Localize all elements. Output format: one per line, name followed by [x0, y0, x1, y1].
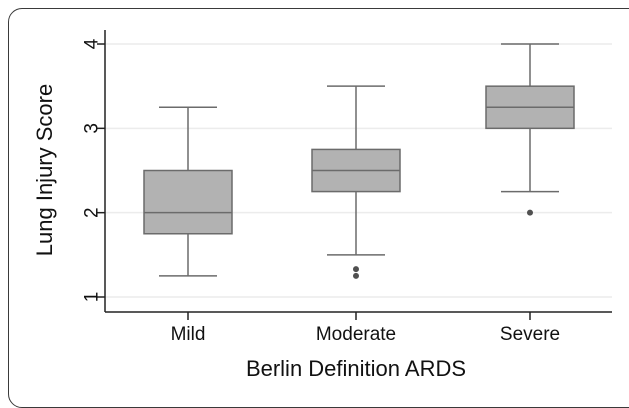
box-mild: [143, 106, 233, 277]
boxes: [143, 43, 575, 279]
x-tick-label: Moderate: [316, 324, 396, 345]
y-tick-label: 3: [82, 123, 103, 134]
y-tick-label: 4: [82, 38, 103, 49]
box-severe: [485, 43, 575, 216]
axes: 1 2 3 4 Mild Moderate Severe: [82, 30, 612, 345]
y-axis-title: Lung Injury Score: [32, 84, 57, 256]
x-tick-label: Mild: [171, 324, 206, 345]
outlier-point: [353, 266, 359, 273]
outlier-point: [527, 209, 533, 216]
y-tick-label: 1: [82, 292, 103, 303]
x-axis-title: Berlin Definition ARDS: [246, 356, 466, 380]
y-tick-label: 2: [82, 207, 103, 218]
outlier-point: [353, 272, 359, 279]
iqr-box: [143, 169, 233, 235]
box-moderate: [311, 85, 401, 279]
x-tick-label: Severe: [500, 324, 560, 345]
box-plot-chart: 1 2 3 4 Mild Moderate Severe Lung Injury Score…: [32, 30, 612, 380]
